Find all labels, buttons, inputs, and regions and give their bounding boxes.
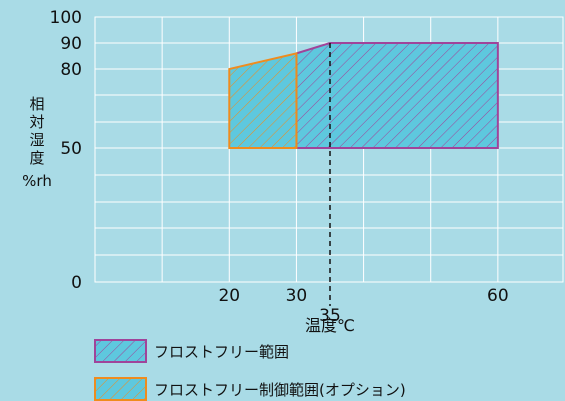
legend-label: フロストフリー範囲 (154, 343, 289, 361)
legend-swatch (94, 377, 147, 401)
y-tick-label: 80 (60, 60, 82, 80)
x-axis-ticks: 20 30 60 (218, 286, 508, 306)
y-tick-label: 100 (50, 8, 82, 28)
area-frost-free-range (295, 42, 499, 149)
marker-line-group: 35 (319, 43, 341, 326)
x-tick-label: 60 (487, 286, 509, 306)
x-tick-label: 30 (286, 286, 308, 306)
area-frost-free-control-range (228, 52, 298, 149)
plot-areas (228, 42, 499, 149)
y-axis-unit: %rh (22, 172, 52, 190)
y-axis-label-char: 相 (29, 95, 44, 113)
y-tick-label: 50 (60, 139, 82, 159)
y-axis-label-char: 度 (29, 149, 44, 167)
y-axis-label-char: 湿 (29, 131, 44, 149)
marker-label: 35 (319, 306, 341, 326)
y-tick-label: 90 (60, 34, 82, 54)
y-axis-label-char: 対 (29, 113, 44, 131)
x-tick-label: 20 (218, 286, 240, 306)
y-axis-ticks: 0 50 80 90 100 (50, 8, 82, 293)
x-axis-label: 温度℃ (305, 316, 355, 335)
y-tick-label: 0 (71, 273, 82, 293)
legend-swatch (94, 339, 147, 363)
legend-label: フロストフリー制御範囲(オプション) (154, 381, 406, 399)
